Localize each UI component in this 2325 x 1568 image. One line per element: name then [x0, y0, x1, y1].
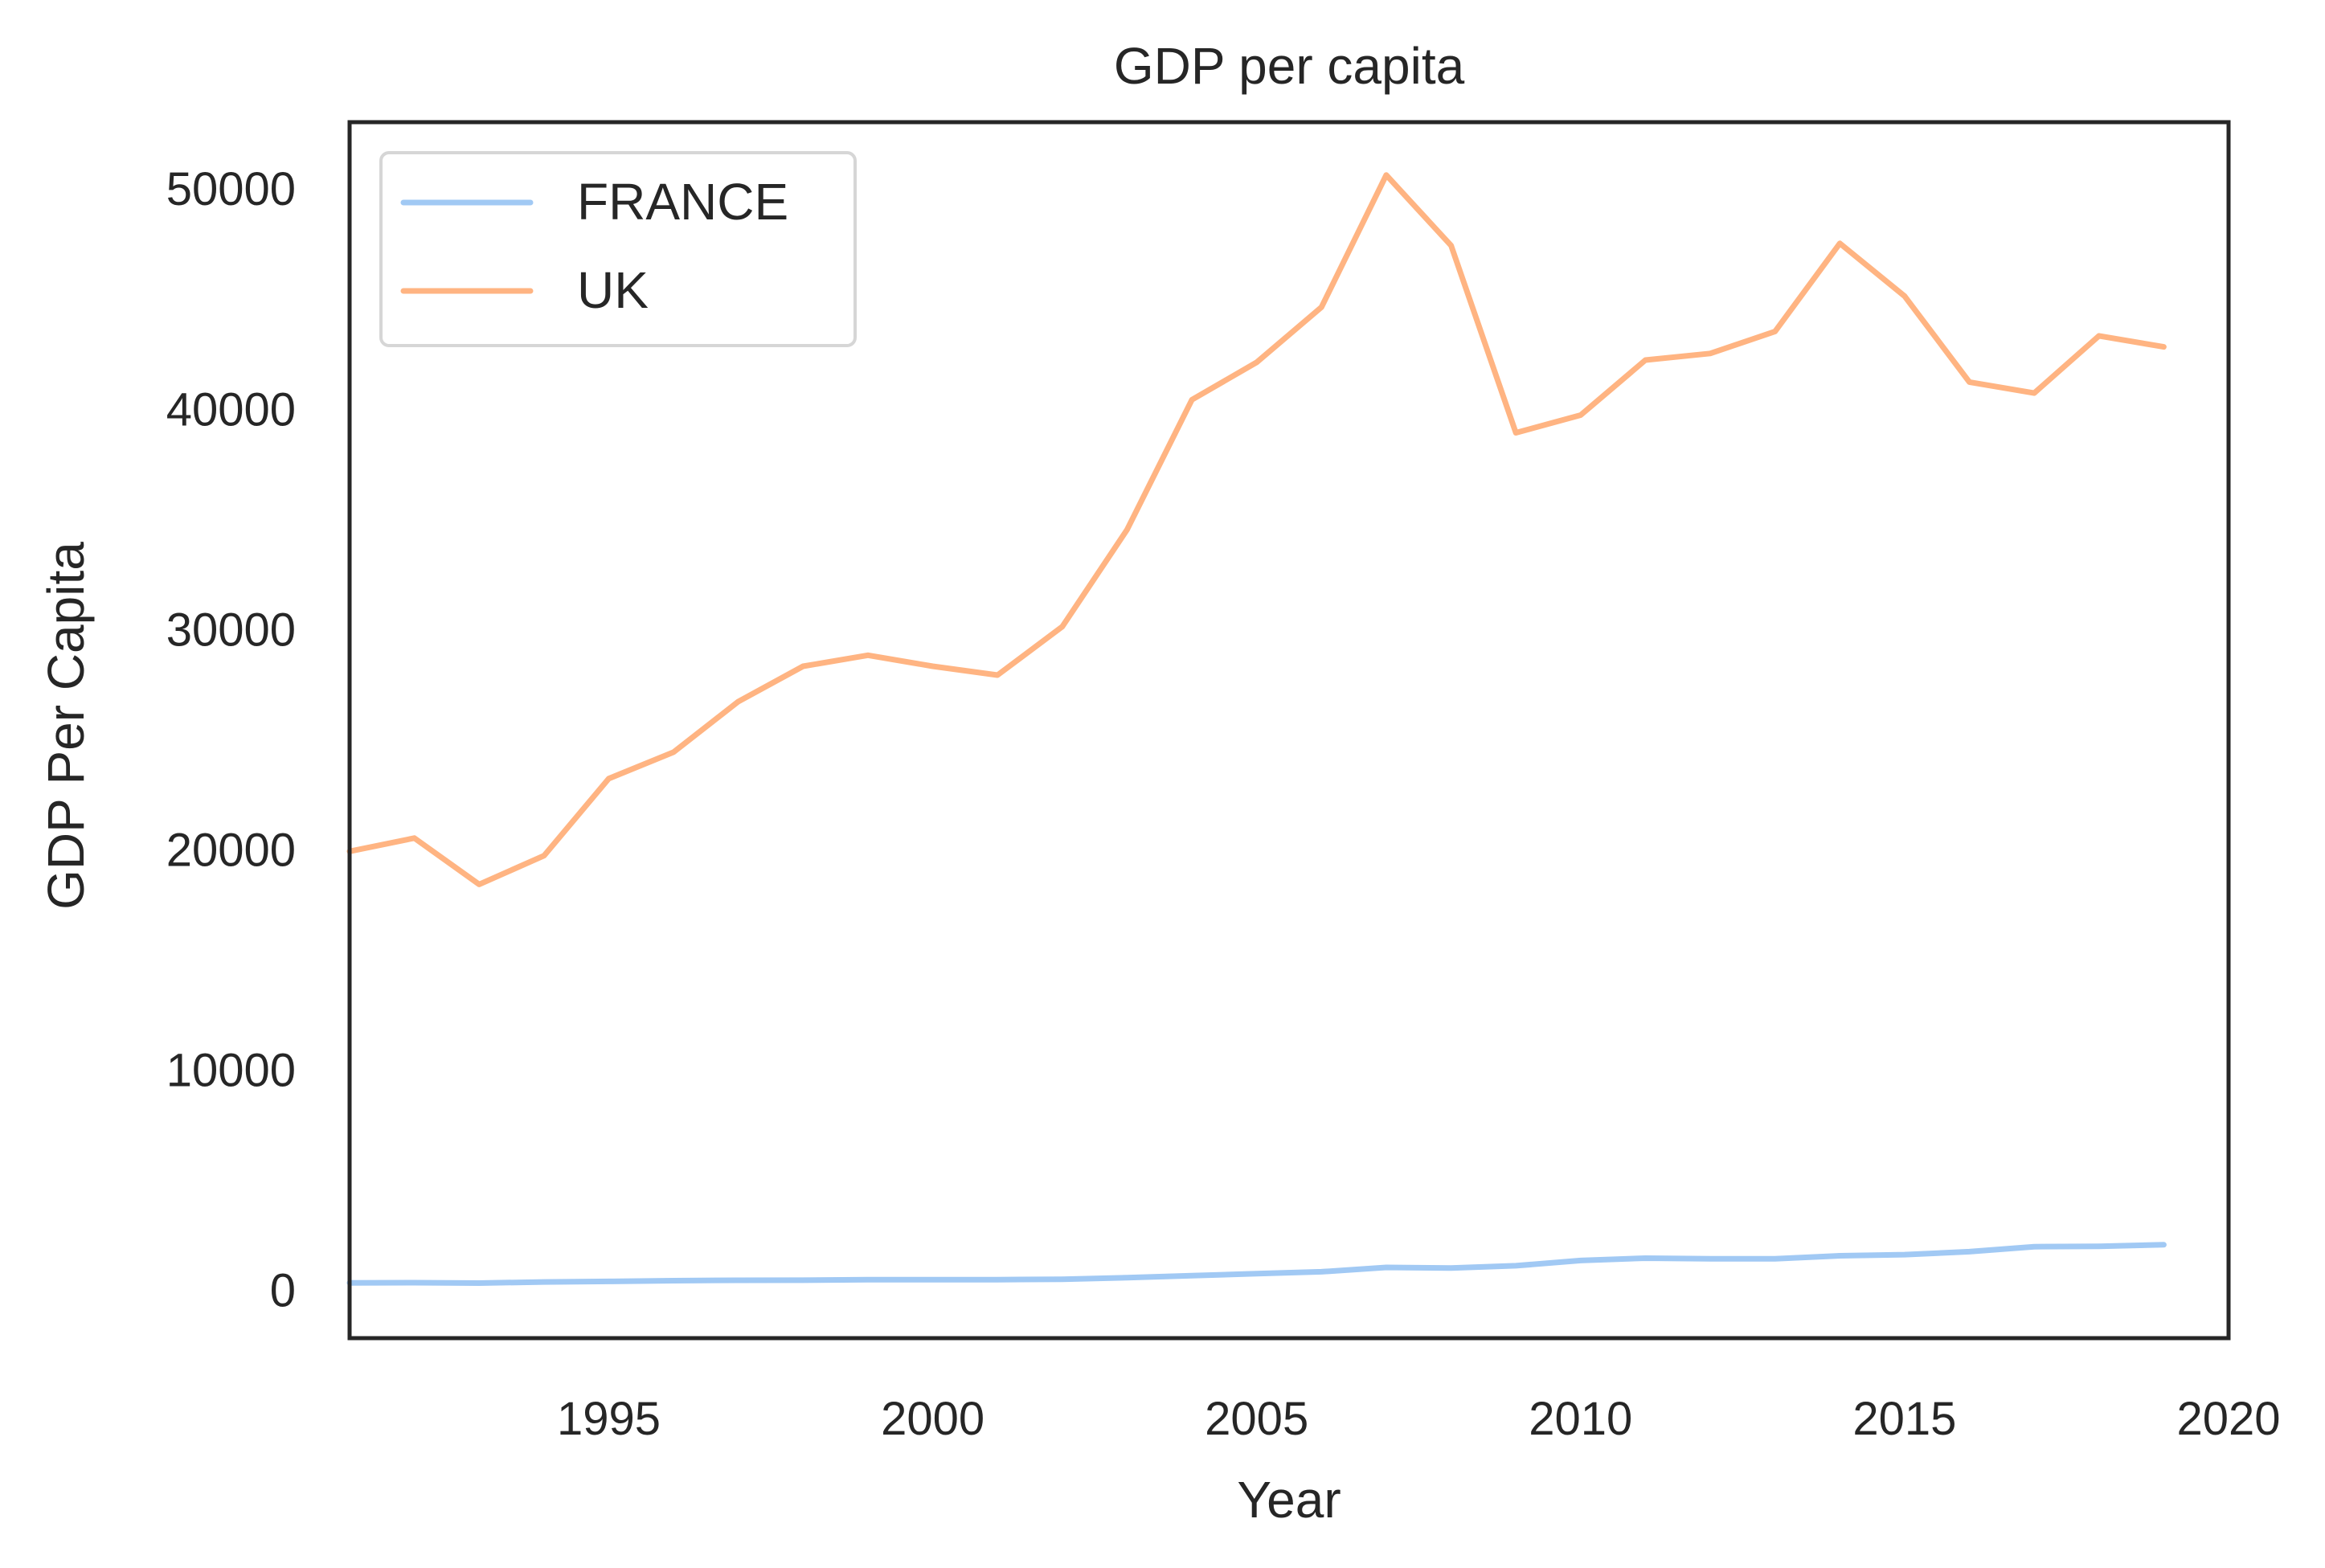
legend: FRANCE UK — [379, 151, 857, 347]
y-tick-label: 10000 — [166, 1045, 296, 1097]
series-line-uk — [346, 172, 2167, 887]
y-tick-label: 50000 — [166, 163, 296, 215]
y-axis-ticks: 0 10000 20000 30000 40000 50000 — [166, 163, 296, 1316]
y-axis-label: GDP Per Capita — [37, 542, 95, 910]
x-tick-label: 2005 — [1205, 1393, 1308, 1445]
x-tick-label: 1995 — [557, 1393, 661, 1445]
series-layer — [346, 172, 2167, 1286]
series-line-france — [346, 1242, 2167, 1286]
y-tick-label: 40000 — [166, 383, 296, 436]
y-tick-label: 0 — [270, 1265, 296, 1317]
x-tick-label: 2015 — [1852, 1393, 1956, 1445]
x-tick-label: 2010 — [1529, 1393, 1632, 1445]
y-tick-label: 30000 — [166, 604, 296, 656]
x-tick-label: 2020 — [2176, 1393, 2280, 1445]
y-tick-label: 20000 — [166, 825, 296, 877]
legend-label-france: FRANCE — [577, 173, 788, 231]
plot-frame — [347, 120, 2231, 1341]
x-axis-label: Year — [1237, 1471, 1341, 1529]
x-tick-label: 2000 — [881, 1393, 984, 1445]
chart-title: GDP per capita — [1114, 37, 1465, 95]
legend-label-uk: UK — [577, 261, 649, 319]
x-axis-ticks: 1995 2000 2005 2010 2015 2020 — [557, 1393, 2281, 1445]
